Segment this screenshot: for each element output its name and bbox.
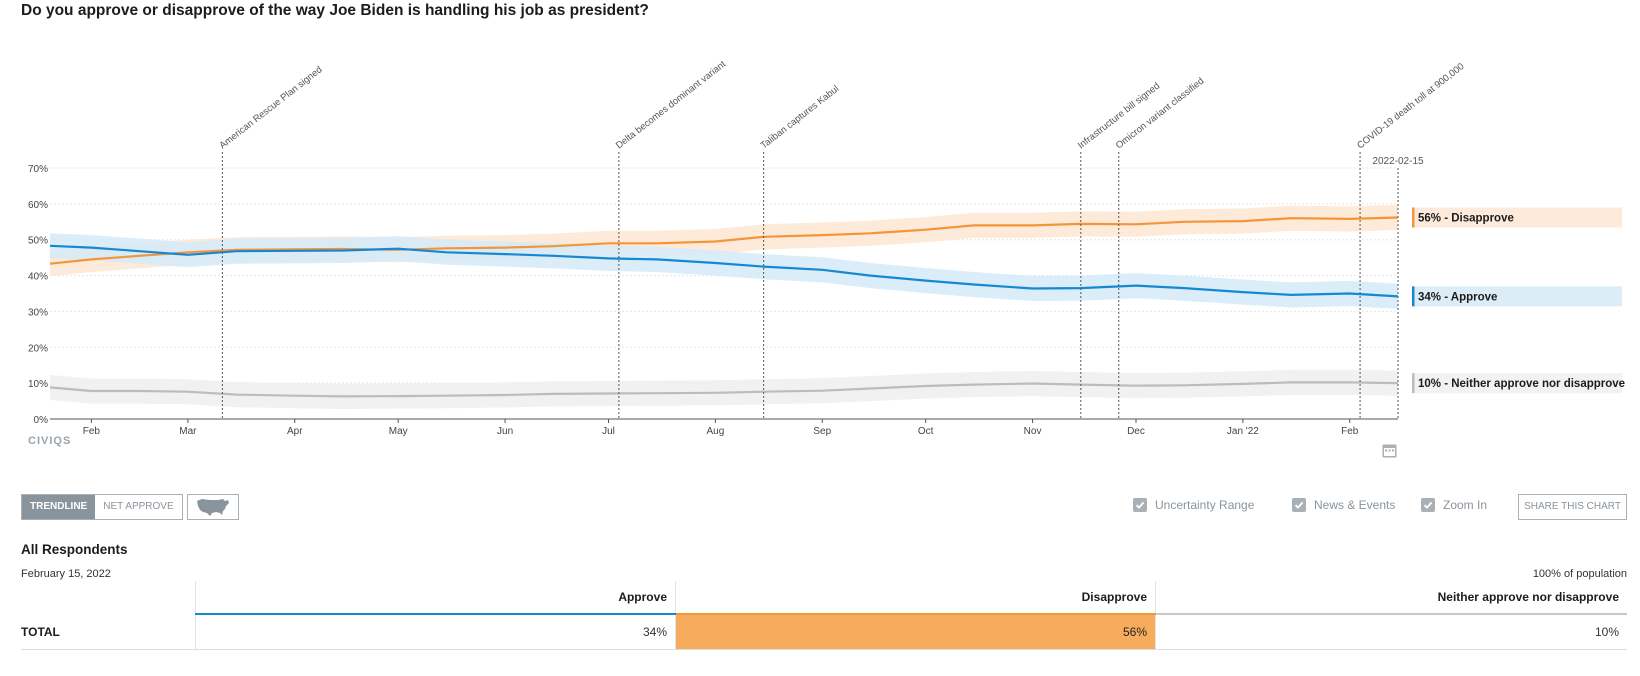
question-title: Do you approve or disapprove of the way …	[21, 2, 649, 19]
calendar-icon[interactable]	[1382, 443, 1397, 458]
event-label: Delta becomes dominant variant	[614, 59, 728, 152]
share-chart-button[interactable]: SHARE THIS CHART	[1518, 494, 1627, 520]
y-tick-label: 30%	[28, 307, 48, 318]
event-label: American Rescue Plan signed	[217, 64, 324, 151]
x-tick-label: Feb	[1341, 426, 1359, 437]
x-tick-label: Sep	[813, 426, 831, 437]
zoom-in-option[interactable]: Zoom In	[1421, 498, 1487, 512]
uncertainty-band	[50, 369, 1398, 409]
x-tick-label: Jun	[497, 426, 513, 437]
news-events-option[interactable]: News & Events	[1292, 498, 1395, 512]
approve-value: 34%	[195, 614, 676, 650]
x-tick-label: Apr	[287, 426, 303, 437]
y-tick-label: 0%	[34, 415, 49, 426]
checkmark-icon	[1423, 501, 1433, 509]
net-approve-tab[interactable]: NET APPROVE	[95, 495, 182, 519]
x-tick-label: Nov	[1024, 426, 1042, 437]
respondents-title: All Respondents	[21, 542, 128, 557]
event-label: Taliban captures Kabul	[759, 84, 842, 152]
end-label-bg	[1412, 373, 1622, 394]
news-checkbox[interactable]	[1292, 498, 1306, 512]
row-label: TOTAL	[21, 614, 196, 650]
uncertainty-label: Uncertainty Range	[1155, 498, 1255, 512]
disapprove-value: 56%	[675, 614, 1156, 650]
end-label-accent	[1412, 207, 1415, 228]
x-tick-label: Jan '22	[1227, 426, 1259, 437]
approval-chart: 0% 10% 20% 30% 40% 50% 60% 70% Feb Mar Apr May Jun Ju…	[28, 59, 1625, 437]
civiqs-logo: CIVIQS	[28, 435, 72, 447]
x-tick-label: Jul	[602, 426, 615, 437]
results-table: Approve Disapprove Neither approve nor d…	[21, 581, 1627, 650]
x-tick-label: Dec	[1127, 426, 1145, 437]
end-label: 10% - Neither approve nor disapprove	[1418, 378, 1625, 390]
y-tick-label: 70%	[28, 164, 48, 175]
map-view-button[interactable]	[187, 494, 239, 520]
end-label-accent	[1412, 373, 1415, 394]
end-label-accent	[1412, 286, 1415, 307]
trendline-tab[interactable]: TRENDLINE	[22, 495, 96, 519]
x-tick-label: Oct	[918, 426, 934, 437]
y-tick-label: 40%	[28, 272, 48, 283]
neither-value: 10%	[1155, 614, 1627, 650]
uncertainty-band	[50, 233, 1398, 309]
end-label: 34% - Approve	[1418, 291, 1497, 303]
event-label: COVID-19 death toll at 900,000	[1355, 61, 1466, 151]
zoom-label: Zoom In	[1443, 498, 1488, 512]
end-label-bg	[1412, 207, 1622, 228]
y-tick-label: 60%	[28, 200, 48, 211]
zoom-checkbox[interactable]	[1421, 498, 1435, 512]
end-label: 56% - Disapprove	[1418, 212, 1514, 224]
checkmark-icon	[1135, 501, 1145, 509]
header-disapprove: Disapprove	[675, 581, 1156, 615]
table-row: TOTAL 34% 56% 10%	[21, 614, 1627, 650]
x-tick-label: Feb	[83, 426, 101, 437]
table-header-row: Approve Disapprove Neither approve nor d…	[21, 581, 1627, 615]
results-date: February 15, 2022	[21, 568, 111, 580]
population-share: 100% of population	[1532, 568, 1627, 580]
uncertainty-checkbox[interactable]	[1133, 498, 1147, 512]
header-approve: Approve	[195, 581, 676, 615]
end-label-bg	[1412, 286, 1622, 307]
x-tick-label: Mar	[179, 426, 197, 437]
y-tick-label: 50%	[28, 236, 48, 247]
header-neither: Neither approve nor disapprove	[1155, 581, 1627, 615]
view-toggle: TRENDLINE NET APPROVE	[21, 494, 183, 520]
y-tick-label: 20%	[28, 343, 48, 354]
uncertainty-range-option[interactable]: Uncertainty Range	[1133, 498, 1254, 512]
series-line	[49, 216, 1399, 265]
checkmark-icon	[1294, 501, 1304, 509]
series-line	[49, 381, 1399, 398]
y-tick-label: 10%	[28, 379, 48, 390]
header-blank	[21, 581, 196, 614]
x-tick-label: May	[389, 426, 408, 437]
news-label: News & Events	[1314, 498, 1396, 512]
x-tick-label: Aug	[706, 426, 724, 437]
current-date-label: 2022-02-15	[1372, 156, 1424, 167]
series-line	[49, 244, 1399, 298]
us-map-icon	[197, 499, 229, 516]
